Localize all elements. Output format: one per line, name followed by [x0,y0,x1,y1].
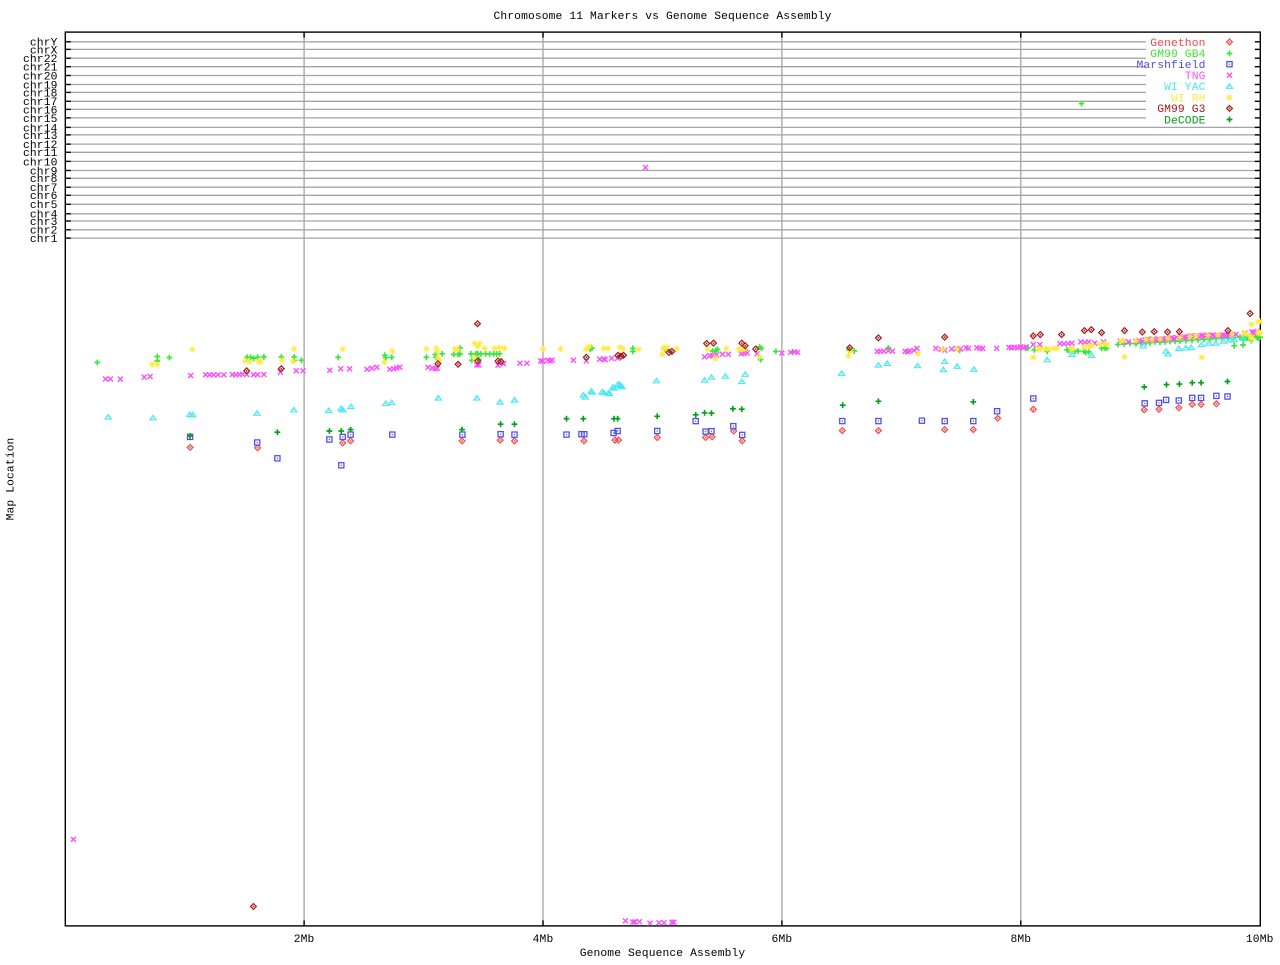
svg-text:chrY: chrY [30,38,58,50]
svg-text:GM99 G3: GM99 G3 [1157,104,1205,116]
svg-text:6Mb: 6Mb [772,934,793,946]
svg-text:Map Location: Map Location [6,438,18,521]
svg-text:chr5: chr5 [30,200,58,212]
svg-text:Marshfield: Marshfield [1137,60,1206,72]
svg-text:GM99 GB4: GM99 GB4 [1150,49,1205,61]
svg-text:chrX: chrX [30,45,58,57]
svg-text:chr17: chr17 [23,97,58,109]
svg-text:chr11: chr11 [23,148,58,160]
svg-text:chr20: chr20 [23,71,58,83]
svg-text:8Mb: 8Mb [1010,934,1031,946]
svg-text:chr9: chr9 [30,166,58,178]
svg-text:chr18: chr18 [23,88,58,100]
svg-text:WI RH: WI RH [1171,93,1206,105]
svg-text:chr15: chr15 [23,114,58,126]
svg-text:chr10: chr10 [23,157,58,169]
svg-text:2Mb: 2Mb [294,934,315,946]
svg-text:WI YAC: WI YAC [1164,82,1205,94]
svg-text:chr19: chr19 [23,80,58,92]
svg-text:chr21: chr21 [23,63,58,75]
svg-text:Genome Sequence Assembly: Genome Sequence Assembly [580,948,746,960]
svg-text:chr14: chr14 [23,123,58,135]
svg-text:4Mb: 4Mb [533,934,554,946]
svg-text:TNG: TNG [1185,71,1206,83]
svg-text:Genethon: Genethon [1150,38,1205,50]
svg-text:chr6: chr6 [30,191,58,203]
svg-text:Chromosome 11 Markers vs Genom: Chromosome 11 Markers vs Genome Sequence… [493,11,831,23]
svg-text:chr13: chr13 [23,131,58,143]
svg-text:chr3: chr3 [30,217,58,229]
svg-text:chr12: chr12 [23,140,58,152]
svg-text:chr22: chr22 [23,54,58,66]
svg-text:10Mb: 10Mb [1246,934,1274,946]
svg-text:chr8: chr8 [30,174,58,186]
svg-text:chr1: chr1 [30,234,58,246]
svg-text:chr4: chr4 [30,210,58,222]
svg-text:chr16: chr16 [23,105,58,117]
svg-text:DeCODE: DeCODE [1164,115,1205,127]
svg-text:chr7: chr7 [30,183,58,195]
svg-text:chr2: chr2 [30,226,58,238]
